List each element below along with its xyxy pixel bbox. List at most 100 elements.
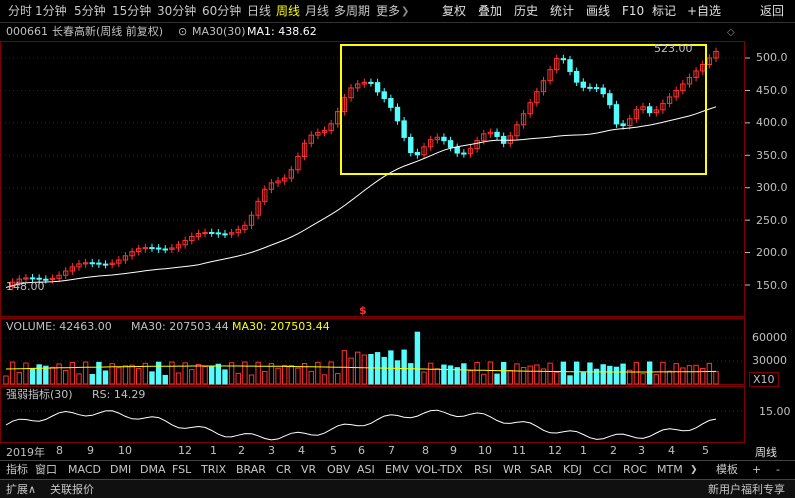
- indicator-cr[interactable]: CR: [276, 463, 292, 476]
- candle-body: [454, 146, 460, 154]
- volume-bar: [461, 363, 467, 385]
- volume-bar: [673, 363, 679, 385]
- indicator-brar[interactable]: BRAR: [236, 463, 266, 476]
- rs-line: [5, 409, 717, 441]
- indicator-cci[interactable]: CCI: [593, 463, 612, 476]
- tab-daily[interactable]: 日线: [247, 4, 272, 18]
- indicator-vol-tdx[interactable]: VOL-TDX: [415, 463, 463, 476]
- volume-bar: [580, 372, 586, 385]
- indicator-bar: 指标 窗口 MACD DMI DMA FSL TRIX BRAR CR VR O…: [0, 460, 795, 478]
- template-button[interactable]: 模板: [716, 463, 738, 476]
- back-button[interactable]: 返回: [760, 4, 785, 18]
- tab-1min[interactable]: 1分钟: [35, 4, 67, 18]
- volume-bar: [554, 371, 560, 385]
- tab-30min[interactable]: 30分钟: [157, 4, 197, 18]
- candle-body: [235, 228, 241, 234]
- volume-bar: [242, 361, 248, 385]
- candle-body: [487, 131, 494, 135]
- indicator-obv[interactable]: OBV: [327, 463, 351, 476]
- volume-bar: [288, 365, 295, 385]
- add-watchlist-button[interactable]: +自选: [687, 4, 722, 18]
- month-tick: 3: [268, 444, 275, 457]
- indicator-vr[interactable]: VR: [301, 463, 317, 476]
- volume-bar: [653, 374, 659, 385]
- volume-bar: [573, 361, 580, 385]
- f10-button[interactable]: F10: [622, 4, 645, 18]
- volume-bar: [540, 368, 547, 385]
- candle-body: [182, 240, 188, 246]
- indicator-asi[interactable]: ASI: [357, 463, 375, 476]
- chevron-right-icon[interactable]: ❯: [401, 6, 410, 17]
- statistics-button[interactable]: 统计: [550, 4, 575, 18]
- volume-bar: [109, 363, 115, 385]
- volume-bar: [401, 349, 407, 385]
- indicator-rsi[interactable]: RSI: [474, 463, 492, 476]
- indicator-roc[interactable]: ROC: [623, 463, 647, 476]
- related-quotes-link[interactable]: 关联报价: [50, 483, 94, 496]
- volume-bar: [633, 362, 640, 385]
- period-panel-label: 周线: [755, 446, 777, 459]
- volume-bar: [315, 361, 321, 385]
- overlay-button[interactable]: 叠加: [478, 4, 503, 18]
- candle-body: [268, 182, 275, 190]
- expand-button[interactable]: 扩展∧: [6, 483, 37, 496]
- indicator-trix[interactable]: TRIX: [201, 463, 227, 476]
- ma-label: MA30(30): [192, 25, 246, 38]
- volume-bar: [36, 364, 42, 385]
- tab-intraday[interactable]: 分时: [8, 4, 33, 18]
- candle-body: [427, 139, 434, 148]
- tab-multi-period[interactable]: 多周期: [334, 4, 371, 18]
- tab-60min[interactable]: 60分钟: [202, 4, 242, 18]
- indicator-dmi[interactable]: DMI: [110, 463, 132, 476]
- diamond-icon[interactable]: ◇: [727, 27, 735, 38]
- volume-bar: [169, 361, 175, 385]
- dropdown-icon[interactable]: ⊙: [178, 25, 188, 38]
- indicator-wr[interactable]: WR: [503, 463, 522, 476]
- candle-body: [189, 235, 195, 242]
- more-menu[interactable]: 更多: [376, 4, 401, 18]
- candle-body: [122, 255, 129, 261]
- volume-bar: [69, 362, 76, 385]
- candle-body: [434, 136, 441, 141]
- tab-5min[interactable]: 5分钟: [74, 4, 106, 18]
- volume-bar: [388, 350, 394, 385]
- candle-body: [348, 87, 354, 99]
- tab-monthly[interactable]: 月线: [305, 4, 330, 18]
- indicator-tab[interactable]: 指标: [6, 463, 28, 476]
- candle-body: [195, 233, 202, 237]
- candle-body: [600, 87, 606, 95]
- volume-bar: [142, 362, 149, 385]
- month-tick: 10: [478, 444, 492, 457]
- indicator-emv[interactable]: EMV: [385, 463, 409, 476]
- history-button[interactable]: 历史: [514, 4, 539, 18]
- candle-body: [560, 58, 567, 61]
- month-tick: 3: [638, 444, 645, 457]
- volume-tick: 30000: [752, 354, 787, 367]
- adjust-button[interactable]: 复权: [442, 4, 467, 18]
- new-user-offer-link[interactable]: 新用户福利专享: [708, 483, 785, 496]
- candle-body: [474, 140, 480, 150]
- volume-bar: [467, 370, 474, 385]
- indicator-fsl[interactable]: FSL: [172, 463, 192, 476]
- tab-15min[interactable]: 15分钟: [112, 4, 152, 18]
- mark-button[interactable]: 标记: [652, 4, 677, 18]
- volume-bar: [607, 365, 613, 385]
- volume-bar: [222, 369, 228, 385]
- chevron-right-icon[interactable]: ❯: [690, 465, 698, 475]
- indicator-mtm[interactable]: MTM: [657, 463, 683, 476]
- volume-bar: [520, 366, 527, 385]
- month-tick: 7: [388, 444, 395, 457]
- indicator-macd[interactable]: MACD: [68, 463, 101, 476]
- add-panel-button[interactable]: +: [752, 463, 762, 476]
- indicator-dma[interactable]: DMA: [140, 463, 166, 476]
- indicator-kdj[interactable]: KDJ: [563, 463, 582, 476]
- indicator-sar[interactable]: SAR: [530, 463, 553, 476]
- remove-panel-button[interactable]: -: [776, 463, 780, 476]
- candle-body: [169, 247, 175, 250]
- tab-weekly[interactable]: 周线: [276, 4, 301, 18]
- volume-bar: [228, 362, 235, 385]
- draw-line-button[interactable]: 画线: [586, 4, 611, 18]
- window-tab[interactable]: 窗口: [35, 463, 57, 476]
